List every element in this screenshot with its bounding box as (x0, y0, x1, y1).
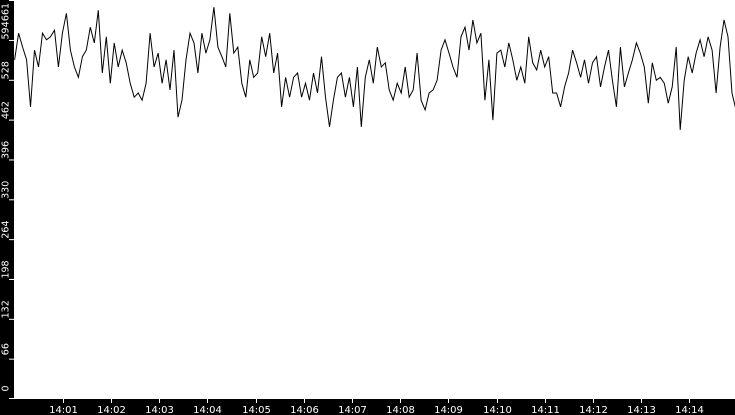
x-tick-label: 14:11 (531, 405, 560, 415)
y-tick-label: 264 (1, 221, 12, 239)
x-tick-label: 14:13 (627, 405, 656, 415)
y-tick-label: 396 (1, 141, 12, 159)
y-tick-label: 528 (1, 61, 12, 79)
y-tick-label: 198 (1, 260, 12, 278)
x-tick-label: 14:10 (483, 405, 512, 415)
series-line (14, 7, 735, 130)
x-axis: 14:01 14:02 14:03 14:04 14:05 14:06 14:07 14:08… (49, 399, 704, 415)
x-tick-label: 14:04 (193, 405, 222, 415)
plot-area (14, 0, 735, 399)
y-tick-label: 0 (1, 385, 12, 391)
y-tick-label: 661 (1, 3, 12, 21)
x-tick-label: 14:05 (242, 405, 271, 415)
y-tick-label: 462 (1, 101, 12, 119)
x-tick-label: 14:02 (97, 405, 126, 415)
x-tick-label: 14:12 (579, 405, 608, 415)
x-tick-label: 14:01 (49, 405, 78, 415)
x-tick-label: 14:07 (338, 405, 367, 415)
x-tick-label: 14:09 (434, 405, 463, 415)
y-tick-label: 132 (1, 300, 12, 318)
y-tick-label: 330 (1, 181, 12, 199)
y-tick-label: 66 (1, 343, 12, 355)
y-tick-label: 594 (1, 21, 12, 39)
series-group (14, 7, 735, 130)
x-tick-label: 14:06 (290, 405, 319, 415)
x-tick-label: 14:14 (675, 405, 704, 415)
x-tick-label: 14:08 (386, 405, 415, 415)
x-tick-label: 14:03 (145, 405, 174, 415)
